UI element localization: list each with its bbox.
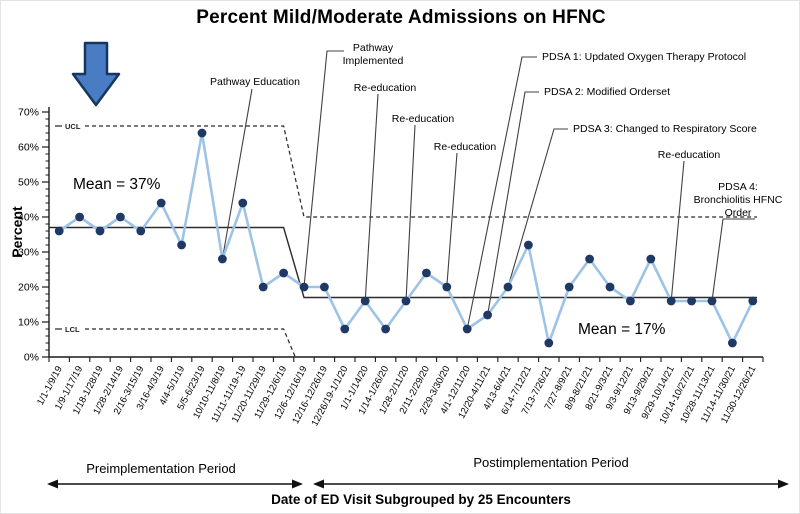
annotation-leader <box>364 93 379 302</box>
annotation-text: PDSA 1: Updated Oxygen Therapy Protocol <box>542 51 746 63</box>
data-point <box>626 296 635 306</box>
annotation-leader <box>487 91 539 316</box>
data-point <box>299 282 309 292</box>
data-point <box>544 338 554 348</box>
annotation-text: Re-education <box>658 149 721 161</box>
data-point <box>177 240 187 250</box>
data-point <box>258 282 268 292</box>
annotation-text: PDSA 4: Bronchiolitis HFNC Order <box>694 181 783 219</box>
y-tick-label: 60% <box>18 142 39 154</box>
data-point <box>218 254 227 264</box>
annotation-leader <box>670 160 685 302</box>
data-point <box>279 268 288 278</box>
annotation-leader <box>711 218 755 302</box>
lcl-label: LCL <box>65 325 80 334</box>
post-mean-label: Mean = 17% <box>578 321 666 338</box>
annotation-text: Re-education <box>354 82 417 94</box>
annotation-text: Re-education <box>434 141 497 153</box>
data-point <box>687 296 696 306</box>
series-line <box>58 131 754 345</box>
preimplementation-arrow-left-head <box>47 479 58 489</box>
data-point <box>156 198 166 208</box>
annotation-text: Pathway Education <box>210 76 300 88</box>
annotation-text: Re-education <box>392 113 455 125</box>
mean-line <box>49 226 757 299</box>
data-point <box>524 240 533 250</box>
annotation-leader <box>466 56 537 330</box>
data-point <box>197 128 207 138</box>
y-tick-label: 0% <box>24 352 39 364</box>
preimplementation-arrow-right-head <box>292 479 303 489</box>
annotation-text: PDSA 3: Changed to Respiratory Score <box>573 123 757 135</box>
data-point <box>666 296 676 306</box>
data-point <box>54 226 64 236</box>
preimplementation-period-label: Preimplementation Period <box>86 461 236 476</box>
data-point <box>442 282 452 292</box>
x-axis-title: Date of ED Visit Subgrouped by 25 Encoun… <box>271 492 571 507</box>
data-point <box>360 296 370 306</box>
annotation-leader <box>507 128 568 288</box>
postimplementation-period-label: Postimplementation Period <box>473 455 629 470</box>
annotation-leader <box>221 88 253 260</box>
annotation-leader <box>303 50 344 288</box>
data-point <box>564 282 574 292</box>
annotation-leader <box>446 152 458 288</box>
pre-mean-label: Mean = 37% <box>73 176 161 193</box>
y-tick-label: 70% <box>18 107 39 119</box>
postimplementation-arrow-right-head <box>778 479 789 489</box>
data-point <box>136 226 146 236</box>
data-point <box>462 324 472 334</box>
y-tick-label: 40% <box>18 212 39 224</box>
data-point <box>585 254 594 264</box>
data-point <box>483 310 492 320</box>
postimplementation-arrow-left-head <box>313 479 324 489</box>
ucl-line <box>85 125 757 218</box>
data-point <box>95 226 105 236</box>
data-point <box>748 296 758 306</box>
annotation-text: PDSA 2: Modified Orderset <box>544 86 670 98</box>
data-point <box>238 198 248 208</box>
data-point <box>707 296 717 306</box>
annotation-text: Pathway Implemented <box>343 42 404 67</box>
data-point <box>503 282 513 292</box>
data-point <box>401 296 411 306</box>
y-tick-label: 30% <box>18 247 39 259</box>
data-point <box>728 338 737 348</box>
data-point <box>320 282 329 292</box>
data-point <box>605 282 615 292</box>
y-tick-label: 10% <box>18 317 39 329</box>
y-tick-label: 20% <box>18 282 39 294</box>
ucl-label: UCL <box>65 122 81 131</box>
data-point <box>116 212 125 222</box>
data-point <box>381 324 390 334</box>
lcl-line <box>85 328 296 358</box>
data-point <box>75 212 84 222</box>
big-down-arrow-icon <box>71 41 121 107</box>
annotation-leader <box>405 124 416 302</box>
chart-title: Percent Mild/Moderate Admissions on HFNC <box>196 7 606 28</box>
y-axis-title: Percent <box>9 206 25 258</box>
data-point <box>646 254 656 264</box>
data-point <box>340 324 350 334</box>
y-tick-label: 50% <box>18 177 39 189</box>
data-point <box>422 268 431 278</box>
